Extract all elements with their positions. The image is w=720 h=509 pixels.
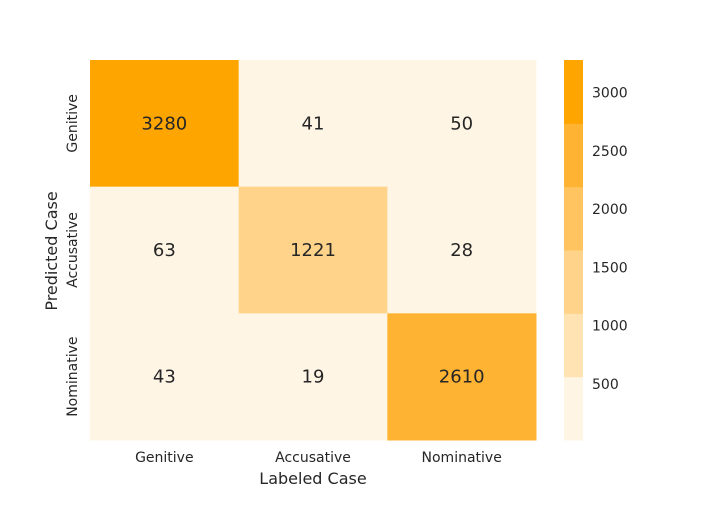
colorbar-tick-label: 2000 — [592, 202, 628, 218]
x-tick-label: Accusative — [275, 450, 351, 466]
colorbar-segment — [564, 186, 583, 251]
cell-value-label: 3280 — [141, 113, 187, 134]
x-tick-label: Nominative — [422, 450, 502, 466]
cell-value-label: 50 — [450, 113, 473, 134]
colorbar-tick-label: 3000 — [592, 86, 628, 102]
heatmap-cell — [238, 186, 388, 314]
heatmap-cell — [387, 313, 537, 441]
colorbar — [564, 60, 583, 441]
colorbar-ticks: 500 1000 1500 2000 2500 3000 — [592, 86, 628, 393]
colorbar-tick-label: 2500 — [592, 144, 628, 160]
colorbar-segment — [564, 60, 583, 124]
cell-value-label: 2610 — [439, 367, 485, 388]
cell-value-label: 19 — [302, 367, 325, 388]
heatmap-cell — [387, 60, 537, 188]
y-tick-label: Nominative — [65, 337, 81, 417]
colorbar-segment — [564, 123, 583, 188]
x-tick-label: Genitive — [135, 450, 194, 466]
x-axis-label: Labeled Case — [259, 469, 366, 488]
heatmap-cell — [90, 186, 240, 314]
colorbar-tick-label: 1500 — [592, 260, 628, 276]
y-tick-label: Genitive — [65, 94, 81, 153]
colorbar-segment — [564, 376, 583, 441]
colorbar-tick-label: 500 — [592, 377, 619, 393]
y-axis-ticks: Genitive Accusative Nominative — [65, 94, 81, 417]
colorbar-segment — [564, 250, 583, 314]
cell-value-label: 28 — [450, 240, 473, 261]
cell-value-label: 63 — [153, 240, 176, 261]
colorbar-segment — [564, 313, 583, 378]
heatmap-cell-labels: 3280 41 50 63 1221 28 43 19 2610 — [141, 113, 484, 387]
cell-value-label: 41 — [302, 113, 325, 134]
x-axis-ticks: Genitive Accusative Nominative — [135, 450, 502, 466]
heatmap-cells — [90, 60, 537, 441]
heatmap-cell — [90, 313, 240, 441]
cell-value-label: 1221 — [290, 240, 336, 261]
y-axis-label: Predicted Case — [42, 191, 61, 310]
y-tick-label: Accusative — [65, 212, 81, 288]
heatmap-cell — [238, 60, 388, 188]
cell-value-label: 43 — [153, 367, 176, 388]
colorbar-tick-label: 1000 — [592, 319, 628, 335]
heatmap-cell — [90, 60, 240, 188]
heatmap-cell — [387, 186, 537, 314]
heatmap-cell — [238, 313, 388, 441]
